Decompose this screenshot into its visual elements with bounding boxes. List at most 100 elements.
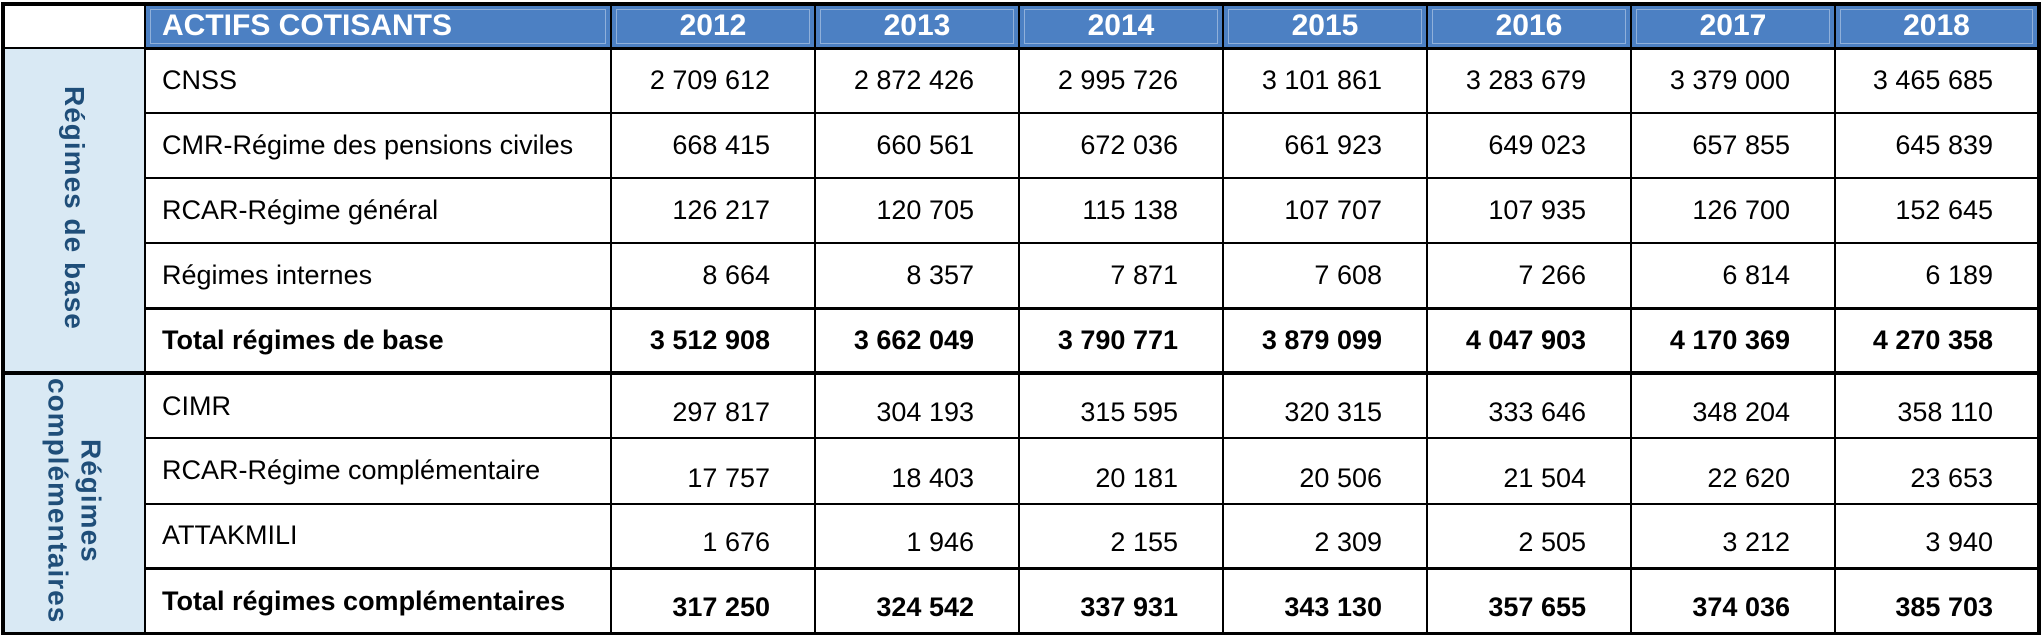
value-cell: 3 512 908 [610,306,816,374]
table-row: RCAR-Régime complémentaire 17 757 18 403 20… [3,437,2040,505]
table-row: Total régimes complémentaires 317 250 324 … [3,567,2040,635]
year-header-2017: 2017 [1630,3,1836,50]
value-cell: 4 270 358 [1834,306,2040,374]
value-cell: 374 036 [1630,567,1836,635]
value-cell: 661 923 [1222,112,1428,179]
value-cell: 3 790 771 [1018,306,1224,374]
row-label: Total régimes de base [144,306,612,374]
value-cell: 1 676 [610,502,816,570]
value-cell: 8 664 [610,242,816,309]
value-cell: 17 757 [610,437,816,505]
row-label: CNSS [144,47,612,114]
row-label: RCAR-Régime complémentaire [144,437,612,505]
value-cell: 4 047 903 [1426,306,1632,374]
value-cell: 3 212 [1630,502,1836,570]
value-cell: 126 217 [610,177,816,244]
value-cell: 3 940 [1834,502,2040,570]
value-cell: 6 814 [1630,242,1836,309]
value-cell: 315 595 [1018,370,1224,440]
value-cell: 2 505 [1426,502,1632,570]
value-cell: 3 101 861 [1222,47,1428,114]
value-cell: 7 871 [1018,242,1224,309]
value-cell: 343 130 [1222,567,1428,635]
value-cell: 348 204 [1630,370,1836,440]
table-row: Régimes internes 8 664 8 357 7 871 7 608 7 26… [3,242,2040,309]
table-row: Régimes complémentaires CIMR 297 817 304 19… [2,370,2040,635]
year-header-2016: 2016 [1426,3,1632,50]
row-group-label-text: Régimes complémentaires [42,378,107,624]
section-regimes-complementaires: Régimes complémentaires CIMR 297 817 304 19… [2,370,2040,635]
value-cell: 20 181 [1018,437,1224,505]
value-cell: 304 193 [814,370,1020,440]
year-header-2012: 2012 [610,3,816,50]
value-cell: 6 189 [1834,242,2040,309]
year-header-2013: 2013 [814,3,1020,50]
table-title: ACTIFS COTISANTS [144,3,612,50]
value-cell: 23 653 [1834,437,2040,505]
value-cell: 107 707 [1222,177,1428,244]
value-cell: 126 700 [1630,177,1836,244]
value-cell: 22 620 [1630,437,1836,505]
value-cell: 7 608 [1222,242,1428,309]
value-cell: 107 935 [1426,177,1632,244]
table-row: Total régimes de base 3 512 908 3 662 049 3… [3,306,2040,374]
row-label: CMR-Régime des pensions civiles [144,112,612,179]
value-cell: 337 931 [1018,567,1224,635]
value-cell: 3 379 000 [1630,47,1836,114]
value-cell: 320 315 [1222,370,1428,440]
value-cell: 120 705 [814,177,1020,244]
table-row: ATTAKMILI 1 676 1 946 2 155 2 309 2 505 3 212 3… [3,502,2040,570]
value-cell: 333 646 [1426,370,1632,440]
value-cell: 115 138 [1018,177,1224,244]
value-cell: 297 817 [610,370,816,440]
corner-cell [2,3,146,49]
year-header-2018: 2018 [1834,3,2040,50]
year-header-2014: 2014 [1018,3,1224,50]
table-row: Régimes de base CNSS 2 709 612 2 872 426 2 9… [2,47,2040,374]
value-cell: 3 283 679 [1426,47,1632,114]
value-cell: 152 645 [1834,177,2040,244]
value-cell: 649 023 [1426,112,1632,179]
value-cell: 668 415 [610,112,816,179]
year-header-2015: 2015 [1222,3,1428,50]
table-row: CMR-Régime des pensions civiles 668 415 66… [3,112,2040,179]
value-cell: 357 655 [1426,567,1632,635]
row-label: RCAR-Régime général [144,177,612,244]
row-label: CIMR [144,370,612,440]
row-group-label: Régimes de base [2,47,146,374]
row-label: Régimes internes [144,242,612,309]
row-label: ATTAKMILI [144,502,612,570]
value-cell: 324 542 [814,567,1020,635]
value-cell: 3 465 685 [1834,47,2040,114]
value-cell: 21 504 [1426,437,1632,505]
value-cell: 20 506 [1222,437,1428,505]
table-row: RCAR-Régime général 126 217 120 705 115 138… [3,177,2040,244]
row-group-label: Régimes complémentaires [2,371,146,635]
value-cell: 358 110 [1834,370,2040,440]
value-cell: 2 709 612 [610,47,816,114]
row-label: Total régimes complémentaires [144,567,612,635]
value-cell: 317 250 [610,567,816,635]
value-cell: 1 946 [814,502,1020,570]
value-cell: 7 266 [1426,242,1632,309]
value-cell: 657 855 [1630,112,1836,179]
value-cell: 645 839 [1834,112,2040,179]
value-cell: 2 995 726 [1018,47,1224,114]
value-cell: 18 403 [814,437,1020,505]
header-row: ACTIFS COTISANTS 2012 2013 2014 2015 2016 201… [2,3,2040,50]
value-cell: 2 872 426 [814,47,1020,114]
value-cell: 2 155 [1018,502,1224,570]
value-cell: 660 561 [814,112,1020,179]
value-cell: 672 036 [1018,112,1224,179]
value-cell: 3 879 099 [1222,306,1428,374]
value-cell: 8 357 [814,242,1020,309]
value-cell: 2 309 [1222,502,1428,570]
row-group-label-text: Régimes de base [59,85,91,330]
value-cell: 3 662 049 [814,306,1020,374]
value-cell: 385 703 [1834,567,2040,635]
table-header: ACTIFS COTISANTS 2012 2013 2014 2015 2016 201… [2,3,2040,50]
section-regimes-de-base: Régimes de base CNSS 2 709 612 2 872 426 2 9… [2,47,2040,374]
value-cell: 4 170 369 [1630,306,1836,374]
